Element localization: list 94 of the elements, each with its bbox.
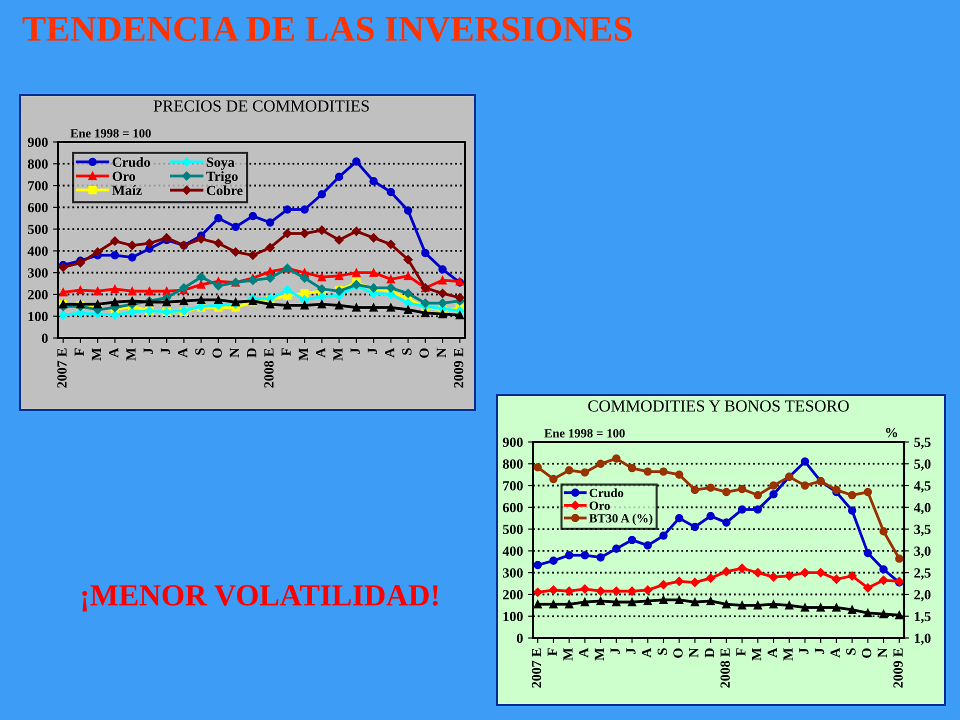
x-tick-label: 2007 E [532,648,542,688]
y2-tick-label: 3,5 [914,524,931,536]
y2-tick-label: 5,0 [914,459,931,471]
x-tick-label: O [673,648,683,658]
y2-tick-label: 4,0 [914,502,931,514]
x-tick-label: J [799,648,808,654]
y2-tick-label: 5,5 [914,438,931,449]
x-tick-label: M [333,348,342,361]
y-tick-label: 800 [502,459,523,469]
legend-label: Crudo [112,157,150,167]
x-tick-label: A [316,348,326,358]
x-tick-label: O [419,348,429,358]
y-tick-label: 800 [28,159,48,169]
x-tick-label: A [579,648,588,658]
text: ¡MENOR VOLATILIDAD! [82,585,438,612]
y2-axis-title: % [886,428,898,438]
x-tick-label: A [385,348,394,358]
legend-label: Soya [206,158,234,170]
legend-label: Oro [112,172,136,181]
text: TENDENCIA DE LAS INVERSIONES [22,16,632,42]
x-tick-label: A [830,648,840,658]
x-tick-label: M [594,648,604,661]
legend-label: Crudo [590,488,624,498]
x-tick-label: M [92,348,102,361]
x-tick-label: A [768,648,777,658]
x-tick-label: D [704,648,714,658]
x-tick-label: 2009 E [454,348,464,388]
y-axis-title: Ene 1998 = 100 [544,429,625,438]
y2-tick-label: 2,0 [914,590,931,602]
x-tick-label: F [282,348,291,356]
x-tick-label: S [658,648,667,655]
x-tick-label: 2008 E [264,348,274,388]
legend-label: Maíz [112,185,142,196]
x-tick-label: A [109,348,118,358]
y-tick-label: 400 [28,246,48,256]
y2-tick-label: 1,0 [914,634,931,645]
y-tick-label: 200 [503,590,523,600]
x-tick-label: O [212,348,222,358]
x-tick-label: M [783,648,793,661]
y-tick-label: 0 [516,634,523,643]
y-tick-label: 600 [502,502,523,512]
x-tick-label: 2007 E [57,348,67,388]
x-tick-label: M [126,348,136,361]
x-tick-label: M [752,648,762,661]
y-tick-label: 700 [28,181,48,191]
x-tick-label: N [436,348,446,358]
y-tick-label: 500 [28,224,48,234]
x-tick-label: 2008 E [720,648,730,688]
x-tick-label: O [862,648,872,658]
legend-label: Cobre [206,185,243,196]
y-tick-label: 600 [28,202,48,212]
x-tick-label: F [74,348,84,356]
x-tick-label: J [814,648,824,654]
x-tick-label: J [144,348,153,354]
legend-label: Trigo [206,171,238,184]
x-tick-label: J [368,348,378,354]
y-tick-label: 100 [504,612,523,622]
y-tick-label: 900 [502,438,523,447]
chart-title: PRECIOS DE COMMODITIES [154,100,369,112]
x-tick-label: S [402,348,412,355]
x-tick-label: J [626,648,636,654]
y-axis-title: Ene 1998 = 100 [70,129,151,138]
x-tick-label: A [642,648,652,658]
legend-label: BT30 A (%) [589,514,652,526]
y-tick-label: 0 [42,334,48,343]
x-tick-label: J [350,348,360,354]
x-tick-label: S [195,348,205,355]
y2-tick-label: 2,5 [914,568,931,580]
x-tick-label: J [160,348,170,354]
x-tick-label: N [230,348,239,358]
y-tick-label: 900 [28,138,48,147]
x-tick-label: A [178,348,188,358]
x-tick-label: M [563,648,572,661]
y-tick-label: 300 [28,268,48,278]
y-tick-label: 200 [28,290,48,300]
y-tick-label: 700 [503,481,523,491]
x-tick-label: N [878,648,887,658]
y-tick-label: 400 [502,546,523,556]
x-tick-label: F [736,648,746,656]
y2-tick-label: 3,0 [914,546,931,558]
y2-tick-label: 4,5 [914,481,931,493]
x-tick-label: D [247,348,256,358]
x-tick-label: N [689,648,698,658]
y2-tick-label: 1,5 [914,612,931,624]
x-tick-label: F [548,648,557,656]
x-tick-label: S [846,648,856,655]
y-tick-label: 100 [28,312,48,322]
y-tick-label: 500 [503,524,523,534]
x-tick-label: 2009 E [893,648,903,688]
y-tick-label: 300 [502,568,523,578]
x-tick-label: J [610,648,620,654]
chart-title: COMMODITIES Y BONOS TESORO [588,400,849,412]
x-tick-label: M [298,348,308,361]
legend-label: Oro [590,501,610,510]
